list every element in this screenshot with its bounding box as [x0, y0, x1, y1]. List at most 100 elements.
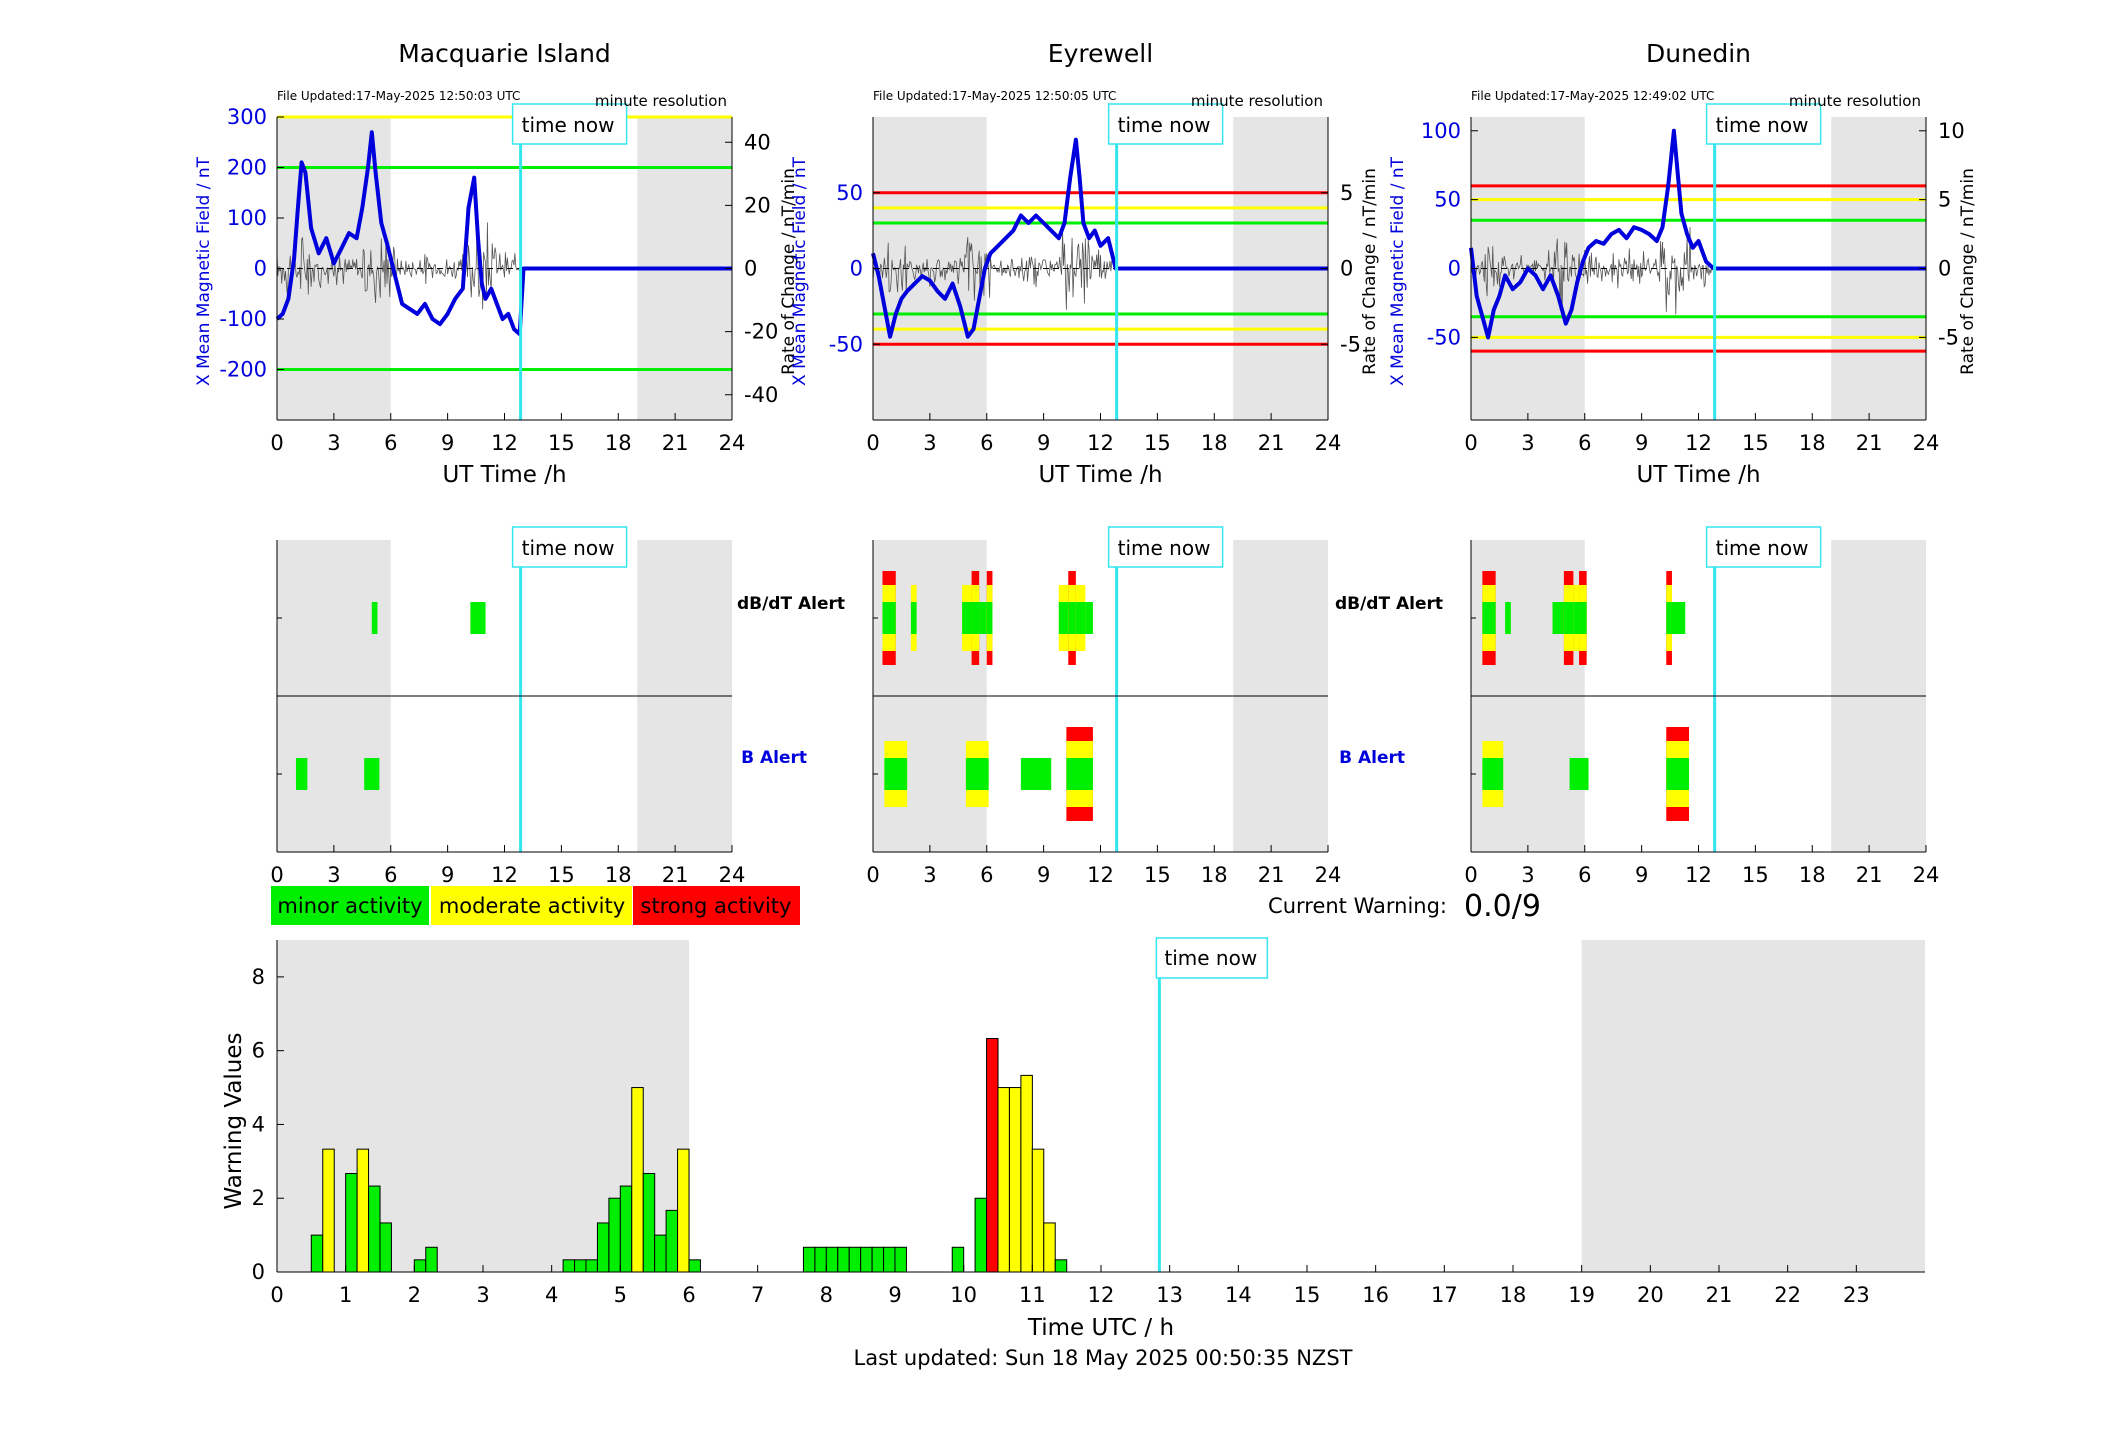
station-title: Dunedin	[1646, 39, 1751, 68]
rate-of-change-trace	[872, 231, 1117, 310]
x-tick-label: 18	[1201, 431, 1228, 455]
x-tick-label: 13	[1156, 1283, 1183, 1307]
y2-tick-label: 20	[744, 193, 771, 217]
warning-bar	[848, 1246, 862, 1273]
x-tick-label: 6	[384, 431, 397, 455]
night-shading	[1581, 940, 1925, 1272]
y-tick-label: 100	[1421, 119, 1461, 143]
time-now-box	[1705, 526, 1822, 568]
x-tick-label: 0	[1464, 863, 1477, 887]
warning-bar	[356, 1148, 370, 1273]
x-tick-label: 9	[441, 431, 454, 455]
x-axis-label: UT Time /h	[1038, 462, 1162, 488]
alert-block-minor	[1569, 758, 1589, 790]
warning-bar	[997, 1087, 1010, 1273]
x-tick-label: 10	[950, 1283, 977, 1307]
x-tick-label: 21	[662, 431, 689, 455]
x-tick-label: 24	[1913, 863, 1940, 887]
time-now-box	[511, 526, 628, 568]
x-tick-label: 5	[614, 1283, 627, 1307]
x-tick-label: 3	[923, 431, 936, 455]
x-tick-label: 9	[1635, 431, 1648, 455]
x-tick-label: 6	[1578, 863, 1591, 887]
time-now-label: time now	[1164, 946, 1257, 970]
alert-block-minor	[1579, 602, 1587, 634]
warning-bar	[986, 1037, 999, 1273]
y2-tick-label: 0	[1340, 257, 1353, 281]
x-tick-label: 17	[1431, 1283, 1458, 1307]
alert-block-minor	[1482, 602, 1496, 634]
warning-bar	[688, 1259, 701, 1273]
resolution-label: minute resolution	[1789, 92, 1921, 110]
x-tick-label: 0	[1464, 431, 1477, 455]
warning-bar	[345, 1173, 358, 1273]
x-axis-label: Time UTC / h	[1027, 1315, 1174, 1341]
x-tick-label: 18	[1500, 1283, 1527, 1307]
warning-bar	[379, 1222, 392, 1273]
alert-block-minor	[1671, 602, 1686, 634]
warning-bar	[631, 1087, 644, 1273]
y-axis-label-left: X Mean Magnetic Field / nT	[194, 156, 214, 386]
y2-tick-label: -40	[744, 383, 778, 407]
warning-bar	[1054, 1259, 1068, 1273]
b-alert-label: B Alert	[1339, 748, 1405, 768]
alert-block-minor	[364, 758, 380, 790]
alert-panel-2: time now 0 3 6 9 12 15 18 21 24	[1464, 526, 1940, 887]
time-now-label: time now	[1118, 536, 1211, 560]
y2-tick-label: 5	[1938, 188, 1951, 212]
x-tick-label: 24	[1315, 431, 1342, 455]
warning-bar	[894, 1246, 907, 1273]
warning-bar	[1043, 1222, 1056, 1273]
warning-bar	[1020, 1074, 1033, 1273]
alert-block-minor	[1552, 602, 1564, 634]
warning-bar	[665, 1209, 679, 1273]
y-tick-label: 0	[252, 1260, 265, 1284]
file-updated: File Updated:17-May-2025 12:49:02 UTC	[1471, 89, 1714, 103]
x-tick-label: 3	[1521, 863, 1534, 887]
x-tick-label: 12	[1685, 431, 1712, 455]
x-tick-label: 14	[1225, 1283, 1252, 1307]
x-tick-label: 15	[1294, 1283, 1321, 1307]
x-tick-label: 3	[327, 863, 340, 887]
current-warning-value: 0.0/9	[1464, 889, 1541, 924]
alert-block-minor	[1505, 602, 1511, 634]
legend-strong-label: strong activity	[641, 894, 792, 918]
x-tick-label: 18	[1799, 863, 1826, 887]
activity-legend: minor activity moderate activity strong …	[271, 886, 800, 925]
time-now-label: time now	[1716, 536, 1809, 560]
x-tick-label: 0	[866, 863, 879, 887]
alert-block-minor	[1666, 758, 1690, 790]
legend-minor-label: minor activity	[277, 894, 422, 918]
y-tick-label: 50	[1434, 188, 1461, 212]
x-tick-label: 3	[327, 431, 340, 455]
alert-block-minor	[1058, 602, 1069, 634]
x-tick-label: 12	[1088, 1283, 1115, 1307]
y-tick-label: 300	[227, 105, 267, 129]
x-tick-label: 9	[441, 863, 454, 887]
time-now-label: time now	[1118, 113, 1211, 137]
warning-bar	[310, 1234, 324, 1273]
x-tick-label: 18	[1201, 863, 1228, 887]
station-title: Macquarie Island	[398, 39, 611, 68]
y-tick-label: -50	[829, 332, 863, 356]
warning-bar	[596, 1222, 610, 1273]
time-now-box	[511, 103, 628, 145]
x-tick-label: 9	[888, 1283, 901, 1307]
x-axis-label: UT Time /h	[442, 462, 566, 488]
x-tick-label: 24	[1913, 431, 1940, 455]
alert-block-minor	[1066, 758, 1093, 790]
y-axis-label-right: Rate of Change / nT/min	[779, 168, 799, 375]
x-tick-label: 19	[1568, 1283, 1595, 1307]
x-axis-label: UT Time /h	[1636, 462, 1760, 488]
x-tick-label: 15	[1144, 863, 1171, 887]
alert-block-minor	[910, 602, 917, 634]
x-tick-label: 21	[1258, 431, 1285, 455]
warning-bar	[677, 1148, 690, 1273]
alert-block-minor	[470, 602, 486, 634]
legend-strong-swatch	[633, 886, 800, 925]
warning-bar	[574, 1259, 587, 1273]
x-tick-label: 9	[1037, 431, 1050, 455]
